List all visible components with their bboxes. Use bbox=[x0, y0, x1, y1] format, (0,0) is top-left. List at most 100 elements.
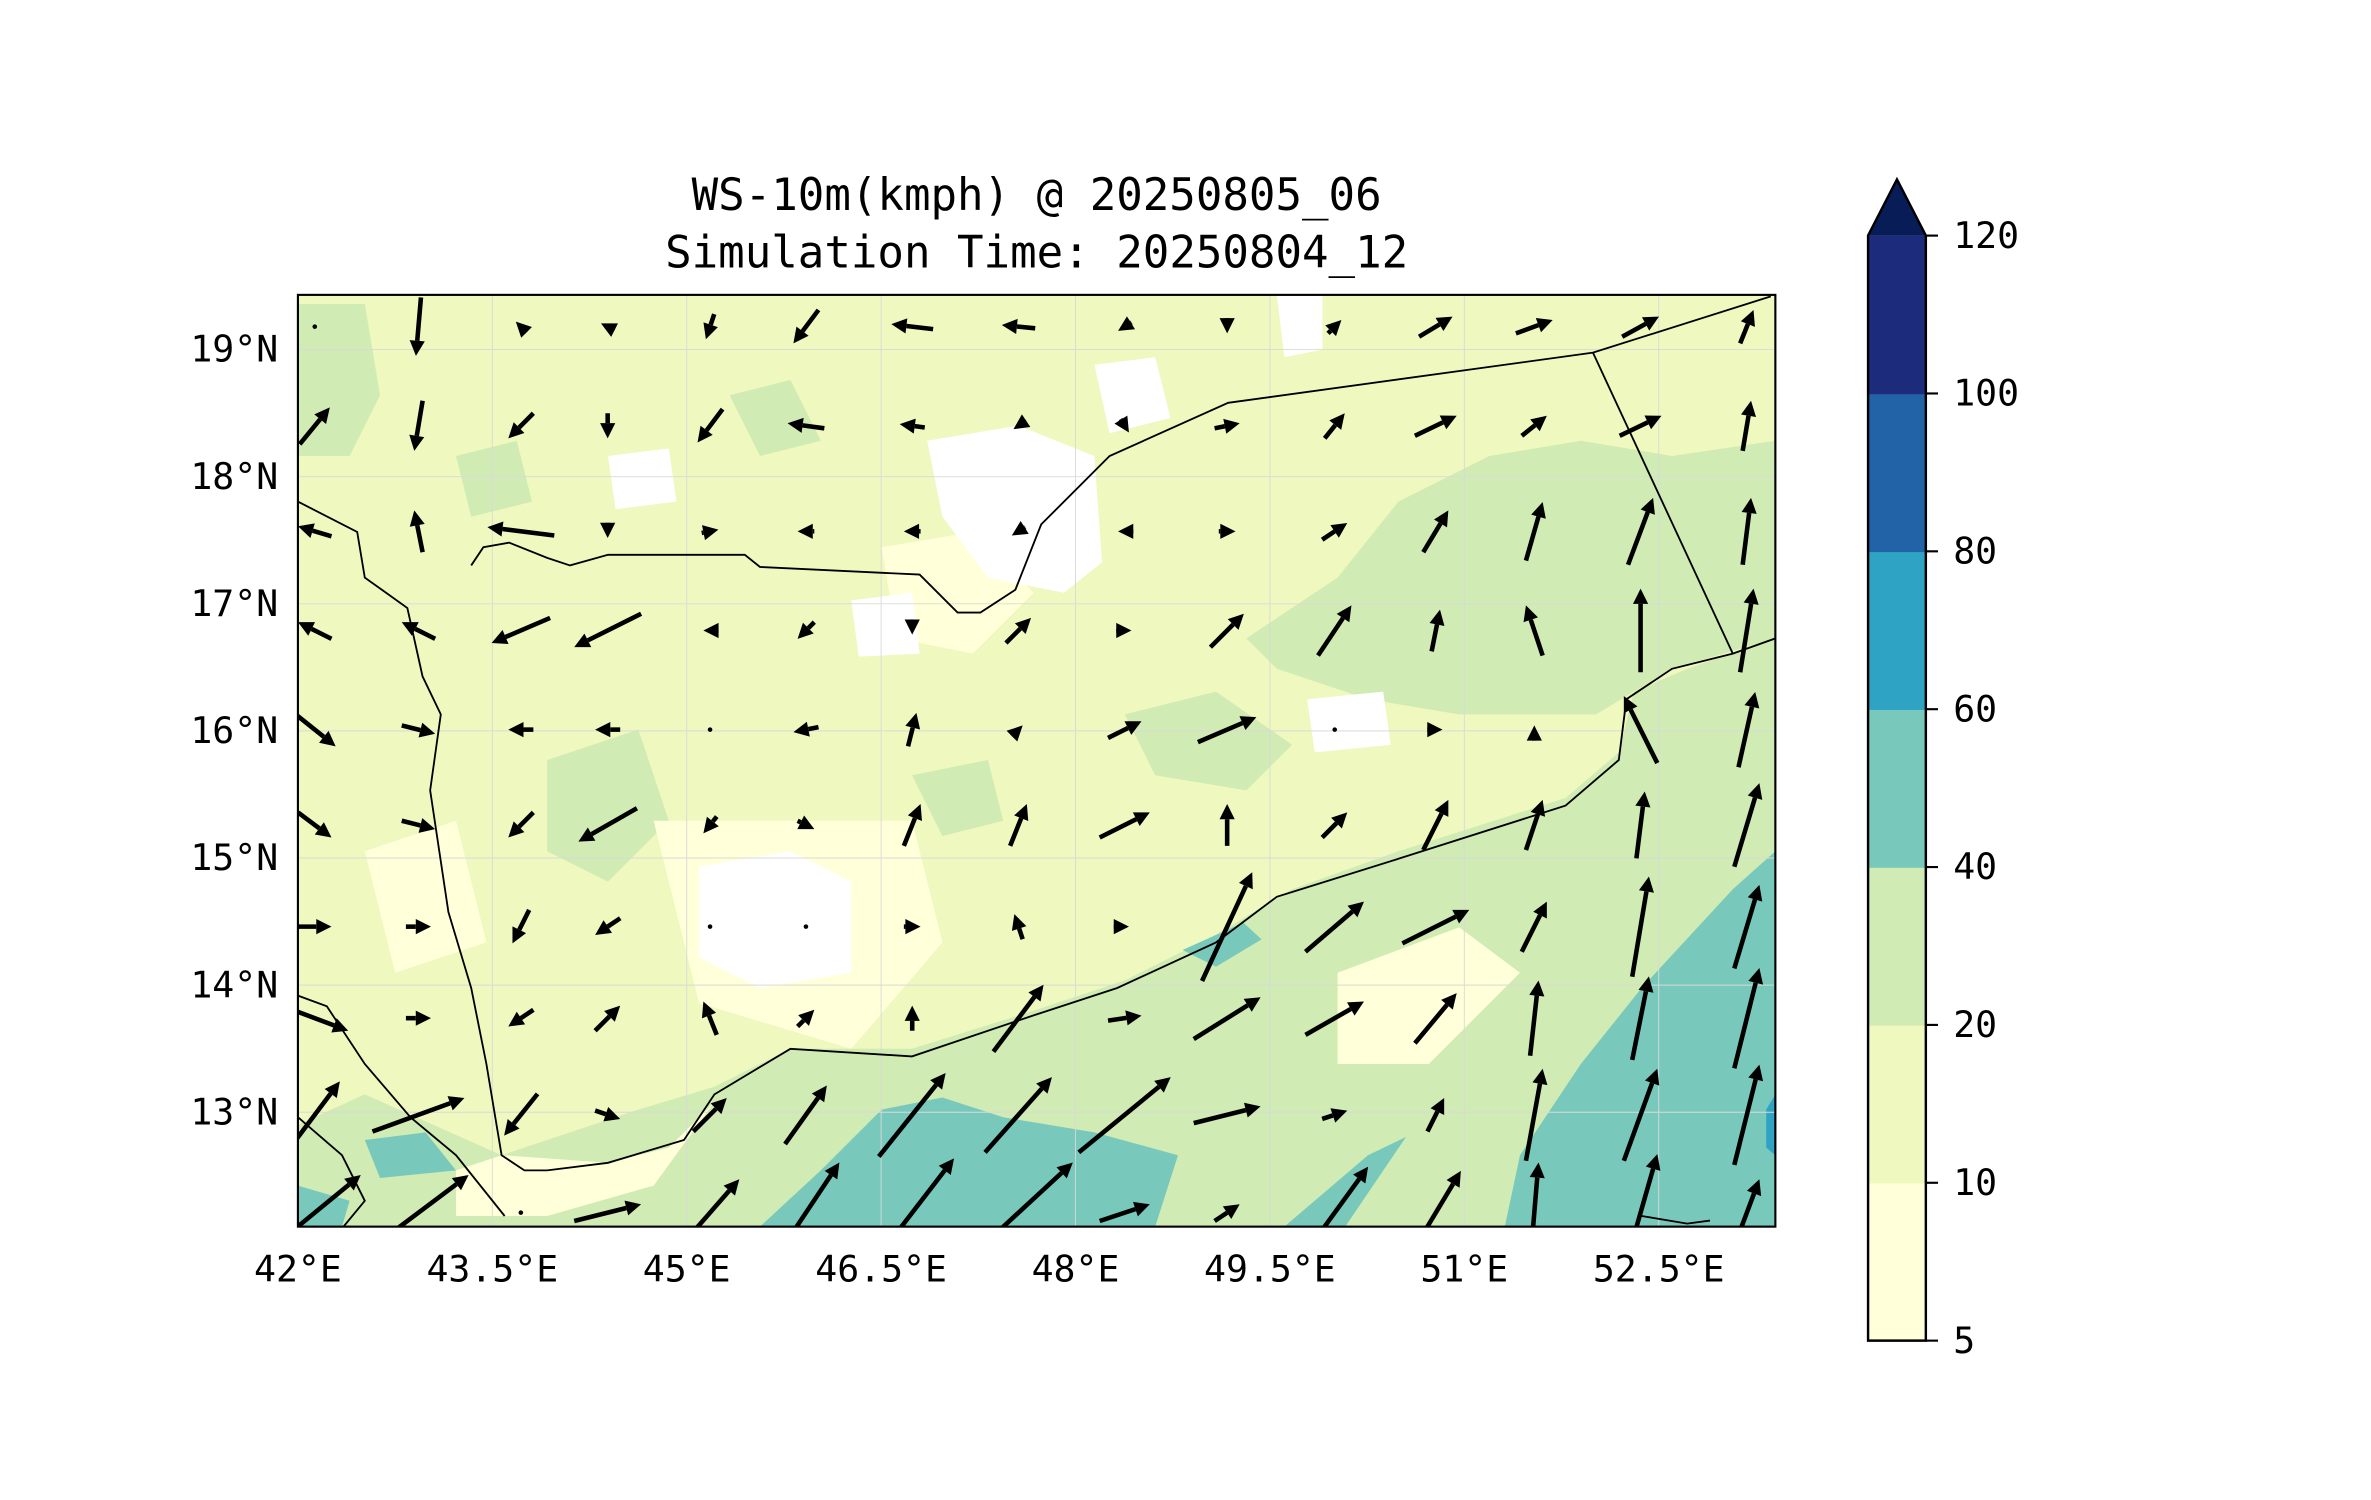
colorbar-segment bbox=[1868, 867, 1926, 1026]
wind-vector bbox=[1303, 901, 1364, 954]
wind-vector bbox=[1320, 522, 1348, 542]
saudi-yemen-border bbox=[470, 295, 1772, 614]
contour-below-5 bbox=[608, 294, 1391, 988]
wind-vector bbox=[903, 523, 921, 539]
wind-vector bbox=[1107, 1010, 1142, 1026]
wind-vector bbox=[504, 1092, 540, 1136]
colorbar-segment bbox=[1868, 393, 1926, 553]
wind-vector bbox=[401, 818, 436, 833]
wind-vector bbox=[297, 1175, 361, 1227]
wind-vector bbox=[1214, 418, 1240, 434]
wind-vector bbox=[701, 525, 719, 541]
wind-vector bbox=[707, 924, 713, 929]
wind-vector bbox=[409, 510, 425, 553]
socotra-coast bbox=[1641, 1215, 1711, 1225]
wind-vector bbox=[600, 522, 616, 539]
wind-vector bbox=[1208, 613, 1244, 649]
wind-vector bbox=[1077, 1077, 1171, 1155]
wind-vector bbox=[1098, 812, 1150, 840]
wind-vector bbox=[1523, 605, 1545, 657]
wind-vector bbox=[797, 523, 815, 539]
colorbar-segment bbox=[1868, 1182, 1926, 1342]
wind-vector bbox=[518, 1210, 524, 1215]
wind-vector bbox=[793, 308, 821, 344]
map-panel bbox=[297, 294, 1776, 1227]
y-tick-label: 18°N bbox=[190, 455, 278, 498]
wind-vector bbox=[1740, 400, 1757, 452]
wind-vector bbox=[1523, 1068, 1548, 1162]
african-coastline bbox=[297, 994, 506, 1217]
x-tick-label: 52.5°E bbox=[1593, 1247, 1725, 1290]
wind-vector bbox=[694, 1179, 740, 1227]
wind-vector bbox=[1618, 415, 1662, 438]
wind-vector bbox=[1332, 727, 1337, 732]
wind-vector bbox=[999, 1162, 1073, 1227]
wind-vector bbox=[1634, 1154, 1661, 1227]
wind-vector bbox=[1320, 812, 1348, 840]
wind-vector bbox=[1739, 1179, 1762, 1227]
wind-vector bbox=[508, 722, 534, 738]
wind-vector bbox=[1529, 1162, 1545, 1227]
wind-vector bbox=[578, 806, 639, 842]
wind-vector bbox=[1520, 415, 1547, 438]
wind-vector bbox=[573, 1200, 642, 1224]
wind-vector bbox=[1004, 617, 1032, 645]
wind-vector bbox=[298, 919, 332, 935]
wind-vector bbox=[877, 1072, 946, 1159]
wind-vector bbox=[1114, 415, 1129, 433]
colorbar-tick-label: 120 bbox=[1953, 214, 2019, 257]
title-line-1: WS-10m(kmph) @ 20250805_06 bbox=[692, 170, 1382, 221]
y-tick-label: 16°N bbox=[190, 709, 278, 752]
wind-vector bbox=[297, 1081, 340, 1142]
wind-vector bbox=[396, 1175, 469, 1227]
wind-vector bbox=[787, 417, 825, 433]
colorbar-tick-label: 60 bbox=[1953, 687, 1997, 730]
wind-vector bbox=[595, 722, 621, 738]
wind-vector bbox=[1001, 318, 1036, 335]
wind-vector bbox=[1427, 722, 1443, 738]
wind-vector bbox=[891, 318, 934, 334]
wind-vector bbox=[594, 1106, 621, 1122]
y-tick-label: 13°N bbox=[190, 1090, 278, 1133]
colorbar-segment bbox=[1868, 235, 1926, 395]
wind-vector bbox=[491, 615, 551, 645]
wind-vector bbox=[508, 411, 535, 439]
x-tick-label: 46.5°E bbox=[815, 1247, 947, 1290]
wind-vector bbox=[793, 1162, 840, 1227]
wind-vector bbox=[691, 1098, 727, 1134]
wind-vector bbox=[1523, 502, 1546, 562]
colorbar-tick-label: 80 bbox=[1953, 529, 1997, 572]
wind-vector bbox=[1629, 876, 1654, 978]
wind-vector bbox=[707, 727, 713, 732]
gridlines bbox=[297, 294, 1776, 1227]
wind-vector bbox=[1515, 318, 1553, 336]
colorbar: 5 10 20 40 60 80 100 120 bbox=[1866, 176, 2019, 1362]
wind-vector bbox=[803, 924, 809, 929]
wind-vector bbox=[991, 984, 1044, 1053]
wind-vector bbox=[1417, 316, 1453, 339]
wind-vector bbox=[1413, 415, 1457, 438]
x-tick-label: 51°E bbox=[1420, 1247, 1508, 1290]
wind-vector bbox=[703, 622, 719, 639]
wind-vector bbox=[1218, 523, 1236, 539]
wind-vector bbox=[1621, 316, 1659, 339]
wind-vector bbox=[983, 1077, 1052, 1154]
title-line-2: Simulation Time: 20250804_12 bbox=[665, 228, 1408, 279]
wind-vector bbox=[1526, 725, 1542, 741]
wind-vector bbox=[1322, 413, 1345, 440]
wind-vector bbox=[1401, 909, 1470, 946]
wind-vector bbox=[1011, 914, 1027, 940]
wind-vector bbox=[1098, 1201, 1150, 1224]
colorbar-extend-triangle bbox=[1868, 179, 1926, 236]
wind-vector bbox=[1424, 1170, 1461, 1227]
wind-vector bbox=[1732, 783, 1763, 868]
colorbar-segment bbox=[1868, 709, 1926, 868]
x-tick-label: 42°E bbox=[254, 1247, 342, 1290]
wind-vector bbox=[1413, 993, 1457, 1045]
wind-vector bbox=[1519, 901, 1547, 953]
wind-vector bbox=[1740, 497, 1757, 566]
wind-vector bbox=[1325, 319, 1342, 337]
wind-vector bbox=[1013, 414, 1031, 430]
wind-vector bbox=[1736, 691, 1760, 768]
coastlines-and-borders bbox=[297, 295, 1776, 1227]
